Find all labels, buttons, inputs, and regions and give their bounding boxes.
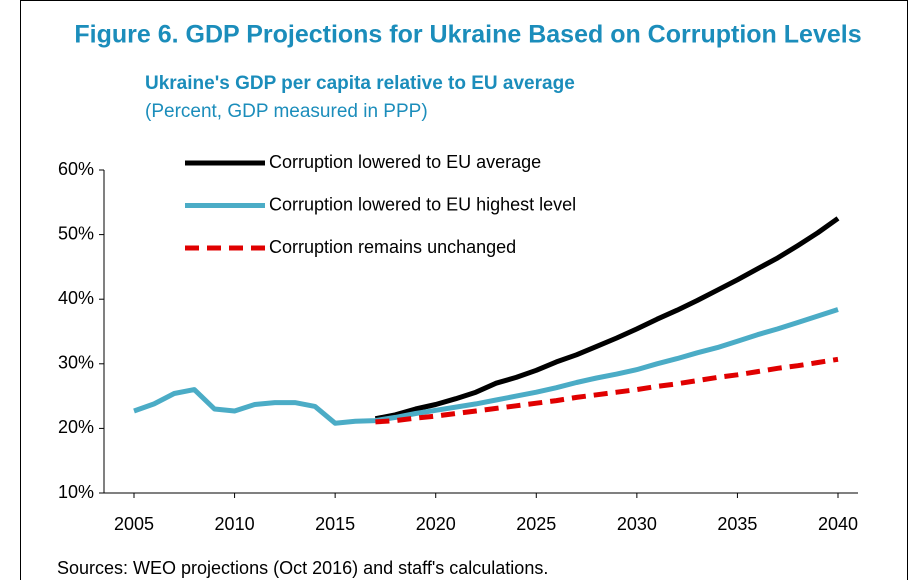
- series-line: [375, 356, 839, 425]
- legend-label: Corruption lowered to EU highest level: [269, 194, 576, 214]
- x-tick-label: 2025: [516, 514, 556, 534]
- y-tick-label: 60%: [58, 159, 94, 179]
- x-tick-label: 2020: [416, 514, 456, 534]
- y-tick-label: 30%: [58, 353, 94, 373]
- legend-label: Corruption lowered to EU average: [269, 152, 541, 172]
- x-tick-label: 2005: [114, 514, 154, 534]
- figure-border: [20, 0, 908, 580]
- source-note: Sources: WEO projections (Oct 2016) and …: [57, 558, 548, 578]
- unit-note: (Percent, GDP measured in PPP): [145, 101, 428, 122]
- x-tick-label: 2015: [315, 514, 355, 534]
- y-tick-label: 50%: [58, 223, 94, 243]
- x-tick-label: 2035: [717, 514, 757, 534]
- y-tick-label: 10%: [58, 482, 94, 502]
- series-line: [374, 216, 840, 422]
- y-tick-label: 40%: [58, 288, 94, 308]
- x-tick-label: 2010: [215, 514, 255, 534]
- x-tick-label: 2040: [818, 514, 858, 534]
- chart-subtitle: Ukraine's GDP per capita relative to EU …: [145, 73, 575, 94]
- x-tick-label: 2030: [617, 514, 657, 534]
- legend-label: Corruption remains unchanged: [269, 237, 516, 257]
- series-line: [133, 307, 839, 426]
- y-tick-label: 20%: [58, 417, 94, 437]
- chart-title: Figure 6. GDP Projections for Ukraine Ba…: [74, 21, 861, 49]
